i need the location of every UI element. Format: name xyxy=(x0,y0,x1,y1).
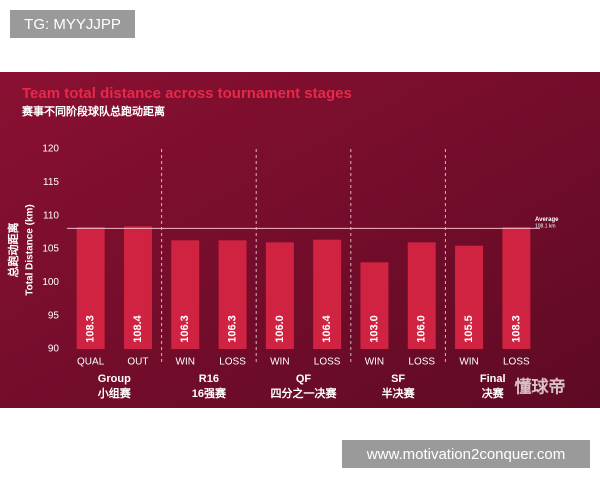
group-sublabel: 决赛 xyxy=(482,386,505,400)
x-tick-label: LOSS xyxy=(408,357,435,368)
bar xyxy=(218,240,247,349)
y-tick-label: 105 xyxy=(42,244,59,255)
chart: Team total distance across tournament st… xyxy=(0,72,600,408)
x-tick-label: LOSS xyxy=(219,357,246,368)
y-axis-title: Total Distance (km) xyxy=(25,204,36,296)
value-label: 106.0 xyxy=(416,315,428,343)
y-tick-label: 115 xyxy=(43,177,59,188)
group-sublabel: 16强赛 xyxy=(192,386,227,400)
value-label: 108.3 xyxy=(85,315,97,343)
x-tick-label: WIN xyxy=(270,357,289,368)
value-label: 105.5 xyxy=(463,315,475,343)
value-label: 103.0 xyxy=(368,315,380,343)
value-label: 106.3 xyxy=(226,315,238,343)
average-label: Average xyxy=(535,217,559,223)
bar xyxy=(123,226,152,349)
y-axis-title-cn: 总跑动距离 xyxy=(6,223,20,278)
group-label: QF xyxy=(296,373,312,385)
x-tick-label: OUT xyxy=(127,357,148,368)
group-sublabel: 四分之一决赛 xyxy=(271,386,338,400)
value-label: 106.4 xyxy=(321,314,333,342)
x-tick-label: LOSS xyxy=(503,357,530,368)
value-label: 108.4 xyxy=(132,314,144,342)
group-label: Group xyxy=(98,373,131,385)
x-tick-label: WIN xyxy=(459,357,478,368)
x-tick-label: LOSS xyxy=(314,357,341,368)
x-tick-label: QUAL xyxy=(77,357,105,368)
y-tick-label: 110 xyxy=(43,210,59,221)
bar xyxy=(265,242,294,349)
bar xyxy=(313,239,342,349)
chart-title: Team total distance across tournament st… xyxy=(22,85,352,102)
bar xyxy=(502,227,531,349)
value-label: 106.3 xyxy=(179,315,191,343)
watermark: TG: MYYJJPP xyxy=(10,10,135,38)
value-label: 106.0 xyxy=(274,315,286,343)
y-tick-label: 100 xyxy=(42,277,59,288)
bar xyxy=(76,227,105,349)
average-value-label: 108.1 km xyxy=(535,224,556,230)
bar xyxy=(360,262,389,349)
group-label: R16 xyxy=(199,373,219,385)
bar xyxy=(455,245,484,349)
y-tick-label: 90 xyxy=(48,344,60,355)
y-tick-label: 120 xyxy=(42,144,59,155)
x-tick-label: WIN xyxy=(176,357,195,368)
logo: 懂球帝 xyxy=(515,376,566,396)
watermark: www.motivation2conquer.com xyxy=(342,440,590,468)
group-label: Final xyxy=(480,373,506,385)
group-sublabel: 小组赛 xyxy=(97,386,132,400)
bar xyxy=(171,240,200,349)
x-tick-label: WIN xyxy=(365,357,384,368)
bar xyxy=(407,242,436,349)
group-sublabel: 半决赛 xyxy=(382,386,416,400)
group-label: SF xyxy=(391,373,405,385)
chart-subtitle: 赛事不同阶段球队总跑动距离 xyxy=(21,104,165,118)
value-label: 108.3 xyxy=(510,315,522,343)
y-tick-label: 95 xyxy=(48,310,60,321)
